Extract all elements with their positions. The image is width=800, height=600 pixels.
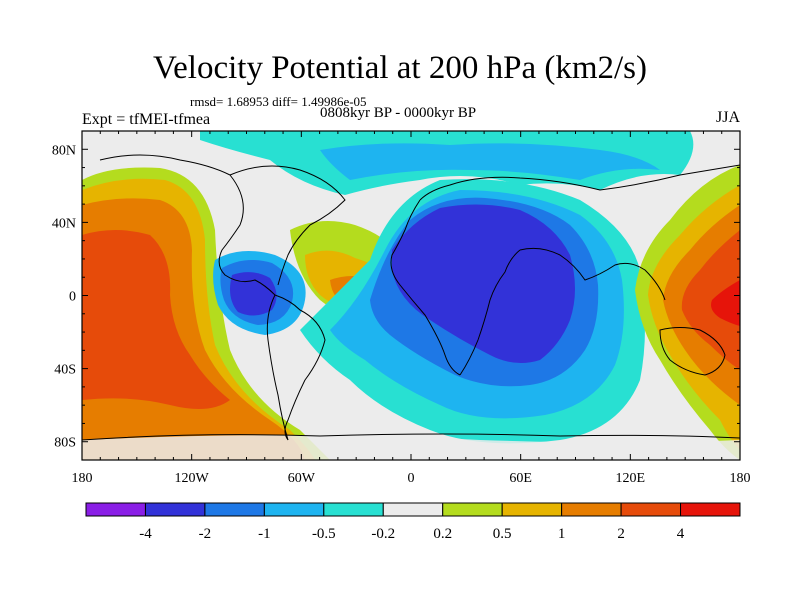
colorbar-swatch — [144, 502, 206, 517]
x-axis: 180 120W 60W 0 60E 120E 180 — [72, 131, 751, 486]
x-tick-label: 0 — [408, 471, 415, 486]
shaded-field — [82, 131, 740, 460]
coast-south-america-east — [274, 294, 326, 441]
y-tick-label: 80S — [54, 436, 76, 451]
x-tick-label: 180 — [72, 471, 93, 486]
colorbar-label: 2 — [617, 526, 625, 542]
band-north-light-blue — [320, 143, 660, 180]
map-panel — [81, 130, 741, 461]
stats-label: rmsd= 1.68953 diff= 1.49986e-05 — [190, 94, 367, 109]
colorbar-label: -0.2 — [371, 526, 395, 542]
x-tick-label: 60E — [509, 471, 532, 486]
colorbar-swatch — [204, 502, 265, 517]
colorbar-label: -0.5 — [312, 526, 336, 542]
colorbar-swatch — [263, 502, 325, 517]
coast-north-america-west — [99, 154, 276, 296]
colorbar-swatch — [561, 502, 622, 517]
period-label: 0808kyr BP - 0000kyr BP — [320, 105, 477, 121]
coast-africa-west — [390, 199, 461, 376]
colorbar-swatch — [382, 502, 444, 517]
colorbar-label: 0.5 — [493, 526, 512, 542]
coast-south-america-west — [266, 294, 289, 441]
map-title: Velocity Potential at 200 hPa (km2/s) — [152, 50, 648, 86]
x-tick-label: 120W — [175, 471, 210, 486]
y-tick-label: 80N — [52, 143, 76, 158]
colorbar-label: -2 — [199, 526, 212, 542]
y-axis: 80N 40N 0 40S 80S — [52, 143, 740, 451]
y-tick-label: 40S — [54, 363, 76, 378]
experiment-label: Expt = tfMEI-tfmea — [82, 111, 211, 128]
y-tick-label: 40N — [52, 216, 76, 231]
colorbar-swatch — [680, 502, 741, 517]
coastlines — [82, 154, 740, 441]
coast-eurasia-north — [419, 164, 740, 201]
coast-africa-east — [459, 249, 521, 376]
maritime-lobe-red — [711, 280, 740, 326]
coast-antarctica — [82, 433, 740, 441]
colorbar-swatch — [85, 502, 146, 517]
colorbar-label: 0.2 — [433, 526, 452, 542]
colorbar-label: 4 — [677, 526, 685, 542]
x-tick-label: 120E — [616, 471, 646, 486]
antarctic-neutral-band — [82, 435, 740, 460]
maritime-lobe-red-orange — [681, 230, 740, 370]
coast-north-america-east — [229, 165, 346, 286]
colorbar-swatch — [442, 502, 503, 517]
colorbar: -4 -2 -1 -0.5 -0.2 0.2 0.5 1 2 4 — [85, 502, 741, 542]
colorbar-label: -1 — [258, 526, 271, 542]
colorbar-swatch — [620, 502, 682, 517]
x-tick-label: 180 — [730, 471, 751, 486]
season-label: JJA — [715, 109, 740, 126]
colorbar-swatch — [323, 502, 384, 517]
y-tick-label: 0 — [69, 290, 76, 305]
colorbar-label: -4 — [139, 526, 152, 542]
colorbar-label: 1 — [558, 526, 566, 542]
pacific-lobe-red-orange — [82, 230, 230, 409]
coast-australia — [659, 327, 726, 376]
central-america-lobe-dark-blue — [230, 272, 277, 316]
africa-asia-lobe-dark-blue — [392, 204, 575, 364]
coast-south-asia — [519, 247, 666, 301]
colorbar-swatch — [501, 502, 563, 517]
x-tick-label: 60W — [288, 471, 316, 486]
